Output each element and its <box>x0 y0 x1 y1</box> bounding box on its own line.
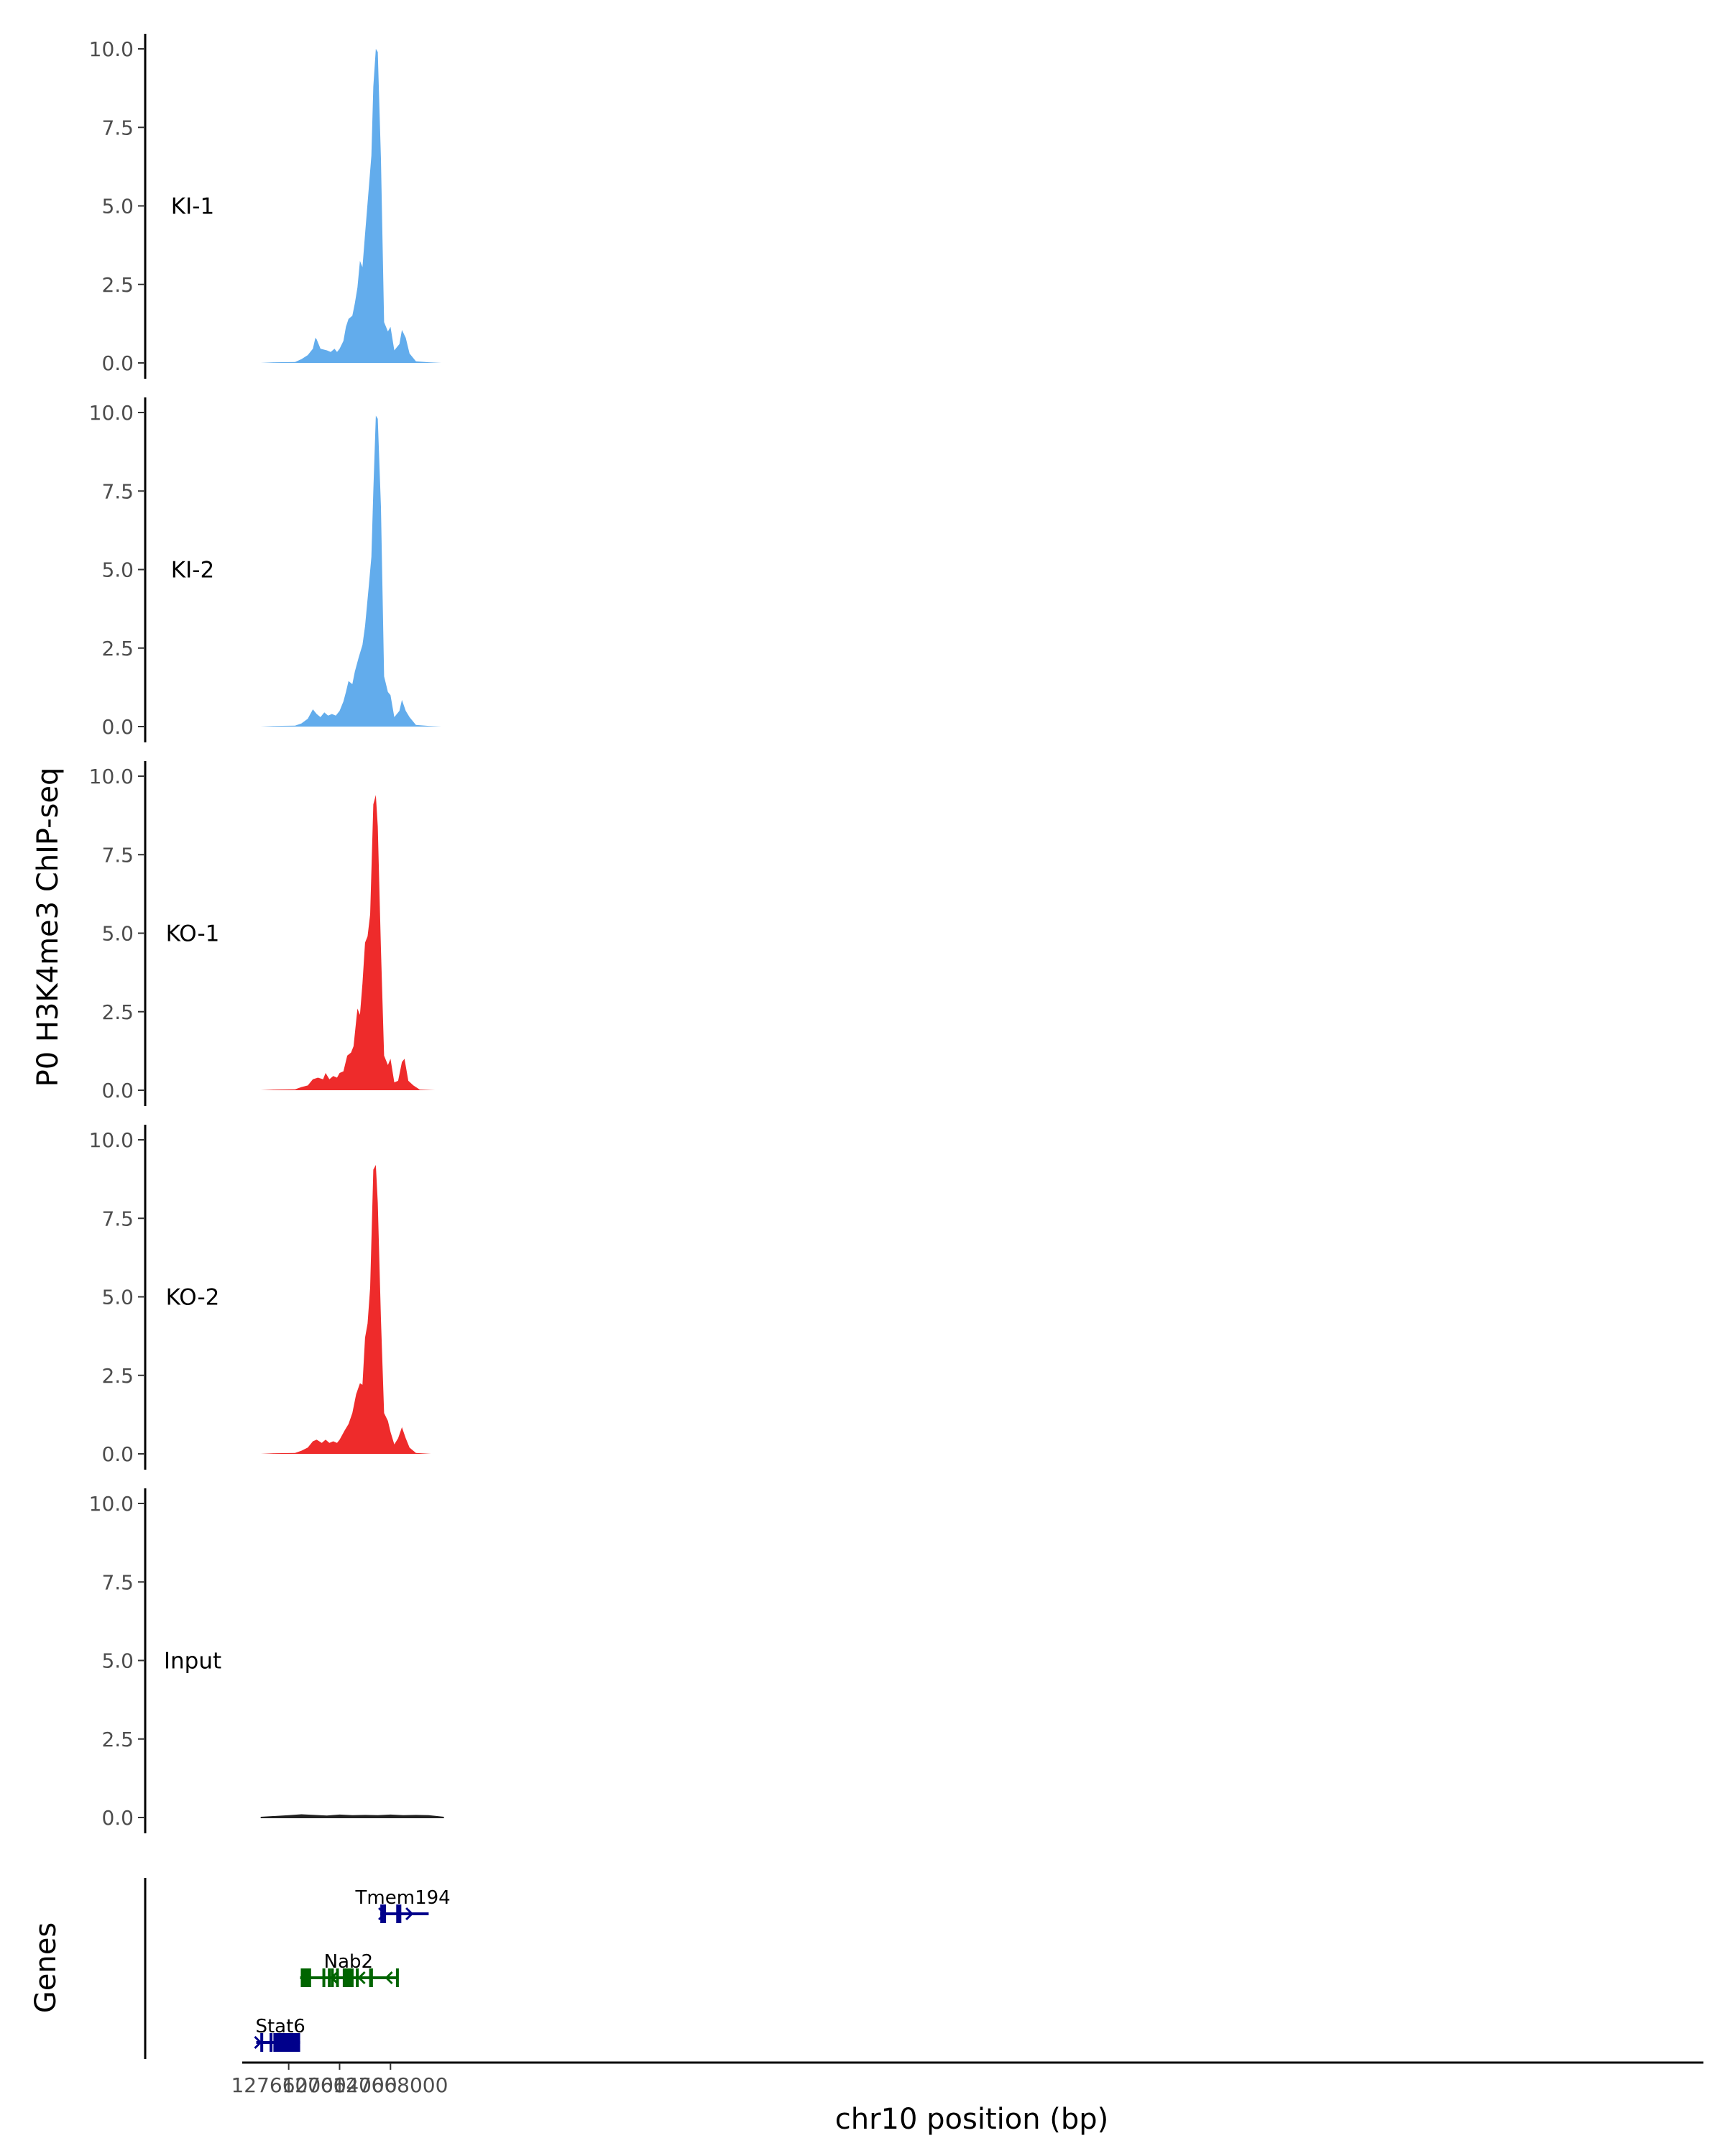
gene-exon <box>396 1904 402 1923</box>
track-input: 0.0 2.5 5.0 7.5 10.0 Input <box>89 1488 444 1833</box>
y-tick-label: 10.0 <box>89 401 134 425</box>
track-label-ko-1: KO-1 <box>166 921 220 947</box>
y-tick-label: 7.5 <box>101 479 134 503</box>
gene-exon <box>380 1904 384 1923</box>
track-label-input: Input <box>164 1649 221 1674</box>
x-tick-label: 127664000 <box>282 2073 397 2097</box>
gene-exon <box>270 2033 273 2052</box>
track-label-ki-2: KI-2 <box>171 558 214 584</box>
y-tick-label: 7.5 <box>101 843 134 867</box>
y-tick-label: 2.5 <box>101 1728 134 1751</box>
coverage-area-ko-2 <box>260 1165 431 1454</box>
y-tick-label: 0.0 <box>101 1079 134 1102</box>
track-ki-1: 0.0 2.5 5.0 7.5 10.0 KI-1 <box>89 34 442 379</box>
y-tick-label: 5.0 <box>101 1286 134 1309</box>
gene-exon <box>369 1968 373 1987</box>
y-tick-label: 7.5 <box>101 1207 134 1230</box>
gene-label-stat6: Stat6 <box>255 2016 305 2037</box>
gene-exon <box>356 1968 359 1987</box>
strand-arrow <box>405 1907 414 1921</box>
gene-exon <box>395 1968 399 1987</box>
track-label-ko-2: KO-2 <box>166 1285 220 1311</box>
track-ko-1: 0.0 2.5 5.0 7.5 10.0 KO-1 <box>89 761 436 1106</box>
gene-exon <box>342 1968 354 1987</box>
x-axis-title: chr10 position (bp) <box>835 2103 1109 2136</box>
gene-label-tmem194: Tmem194 <box>355 1887 451 1909</box>
x-tick-label: 127668000 <box>333 2073 448 2097</box>
y-tick-label: 0.0 <box>101 1806 134 1830</box>
y-tick-label: 10.0 <box>89 37 134 61</box>
y-tick-label: 2.5 <box>101 1364 134 1388</box>
y-tick-label: 10.0 <box>89 1128 134 1152</box>
y-tick-label: 0.0 <box>101 351 134 375</box>
y-axis-title: P0 H3K4me3 ChIP-seq <box>32 768 65 1087</box>
coverage-area-ko-1 <box>260 795 436 1090</box>
y-tick-label: 0.0 <box>101 1442 134 1466</box>
y-tick-label: 5.0 <box>101 922 134 946</box>
gene-annotation-panel: Tmem194 Nab2 Stat6 <box>144 1878 451 2059</box>
gene-exon <box>331 1968 334 1987</box>
gene-exon <box>322 1968 326 1987</box>
y-tick-label: 2.5 <box>101 637 134 660</box>
gene-exon <box>336 1968 339 1987</box>
strand-arrow <box>385 1971 393 1985</box>
y-tick-label: 0.0 <box>101 715 134 739</box>
y-tick-label: 5.0 <box>101 195 134 218</box>
gene-exon <box>273 2033 300 2052</box>
y-tick-label: 10.0 <box>89 765 134 788</box>
coverage-area-ki-2 <box>260 415 442 727</box>
y-tick-label: 2.5 <box>101 273 134 297</box>
gene-stat6: Stat6 <box>254 2016 305 2052</box>
y-tick-label: 5.0 <box>101 1649 134 1673</box>
coverage-tracks: 0.0 2.5 5.0 7.5 10.0 KI-1 0.0 2.5 5.0 7.5 10.0 KI-2… <box>89 34 444 1833</box>
y-tick-label: 5.0 <box>101 558 134 582</box>
gene-nab2: Nab2 <box>300 1951 399 1987</box>
genes-axis-title: Genes <box>29 1922 63 2013</box>
x-tick-label: 127660000 <box>231 2073 346 2097</box>
track-ko-2: 0.0 2.5 5.0 7.5 10.0 KO-2 <box>89 1125 431 1470</box>
track-label-ki-1: KI-1 <box>171 194 214 220</box>
track-ki-2: 0.0 2.5 5.0 7.5 10.0 KI-2 <box>89 397 442 742</box>
y-tick-label: 7.5 <box>101 1570 134 1594</box>
strand-arrow <box>357 1971 366 1985</box>
gene-exon <box>383 1904 387 1923</box>
y-tick-label: 10.0 <box>89 1492 134 1516</box>
y-tick-label: 2.5 <box>101 1000 134 1024</box>
gene-exon <box>300 1968 311 1987</box>
gene-exon <box>328 1968 331 1987</box>
y-tick-label: 7.5 <box>101 116 134 139</box>
coverage-area-ki-1 <box>260 49 442 363</box>
gene-tmem194: Tmem194 <box>355 1887 451 1923</box>
gene-exon <box>260 2033 264 2052</box>
coverage-area-input <box>260 1814 444 1818</box>
gene-label-nab2: Nab2 <box>324 1951 373 1973</box>
